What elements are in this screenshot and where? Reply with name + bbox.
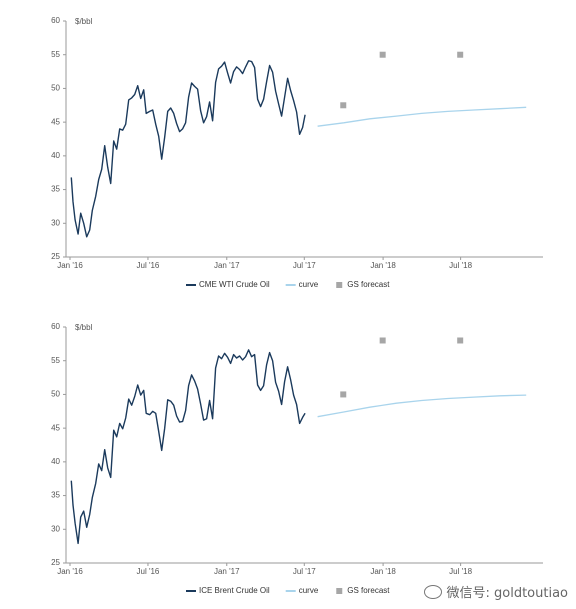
x-tick-label: Jul '18 bbox=[449, 567, 472, 576]
y-tick-label: 30 bbox=[51, 218, 60, 227]
watermark-text: 微信号: goldtoutiao bbox=[446, 586, 568, 601]
y-unit-label: $/bbl bbox=[75, 323, 93, 332]
wti-chart: $/bbl 25 30 35 40 45 50 55 60 Jan '16 Jul '16 Jan '… bbox=[51, 16, 543, 289]
y-tick-label: 55 bbox=[51, 50, 60, 59]
legend-label: GS forecast bbox=[347, 280, 390, 289]
y-tick-label: 40 bbox=[51, 151, 60, 160]
price-series-line bbox=[70, 60, 306, 238]
y-tick-label: 25 bbox=[51, 558, 60, 567]
curve-series-line bbox=[317, 394, 527, 418]
x-tick-label: Jan '16 bbox=[57, 261, 83, 270]
y-tick-label: 35 bbox=[51, 491, 60, 500]
legend-label: curve bbox=[299, 280, 319, 289]
y-tick-label: 25 bbox=[51, 252, 60, 261]
x-tick-label: Jul '17 bbox=[293, 261, 316, 270]
y-tick-label: 60 bbox=[51, 16, 60, 25]
gs-forecast-point bbox=[340, 391, 347, 398]
x-tick-label: Jul '16 bbox=[137, 261, 160, 270]
x-tick-label: Jan '18 bbox=[370, 261, 396, 270]
curve-series-line bbox=[317, 106, 527, 127]
legend: CME WTI Crude Oil curve GS forecast bbox=[186, 280, 390, 289]
x-tick-label: Jul '17 bbox=[293, 567, 316, 576]
x-tick-label: Jan '16 bbox=[57, 567, 83, 576]
gs-forecast-point bbox=[379, 51, 386, 58]
y-tick-label: 35 bbox=[51, 185, 60, 194]
y-tick-label: 45 bbox=[51, 117, 60, 126]
legend-label: GS forecast bbox=[347, 586, 390, 595]
legend-label: curve bbox=[299, 586, 319, 595]
legend: ICE Brent Crude Oil curve GS forecast bbox=[186, 586, 390, 595]
y-tick-label: 50 bbox=[51, 390, 60, 399]
gs-forecast-point bbox=[457, 51, 464, 58]
brent-chart: $/bbl 25 30 35 40 45 50 55 60 Jan '16 Jul '16 Jan '… bbox=[51, 322, 543, 595]
y-tick-label: 40 bbox=[51, 457, 60, 466]
x-tick-label: Jan '18 bbox=[370, 567, 396, 576]
gs-forecast-point bbox=[340, 102, 347, 109]
gs-forecast-point bbox=[379, 337, 386, 344]
y-unit-label: $/bbl bbox=[75, 17, 93, 26]
gs-forecast-point bbox=[457, 337, 464, 344]
legend-swatch bbox=[336, 588, 343, 594]
y-tick-label: 45 bbox=[51, 423, 60, 432]
x-tick-label: Jan '17 bbox=[214, 261, 240, 270]
x-tick-label: Jul '18 bbox=[449, 261, 472, 270]
legend-label: CME WTI Crude Oil bbox=[199, 280, 270, 289]
y-tick-label: 50 bbox=[51, 84, 60, 93]
x-tick-label: Jul '16 bbox=[137, 567, 160, 576]
watermark: 微信号: goldtoutiao bbox=[424, 582, 568, 601]
price-series-line bbox=[70, 349, 306, 545]
y-tick-label: 55 bbox=[51, 356, 60, 365]
legend-swatch bbox=[336, 282, 343, 288]
legend-label: ICE Brent Crude Oil bbox=[199, 586, 270, 595]
x-tick-label: Jan '17 bbox=[214, 567, 240, 576]
y-tick-label: 60 bbox=[51, 322, 60, 331]
wechat-icon bbox=[424, 584, 443, 599]
y-tick-label: 30 bbox=[51, 524, 60, 533]
